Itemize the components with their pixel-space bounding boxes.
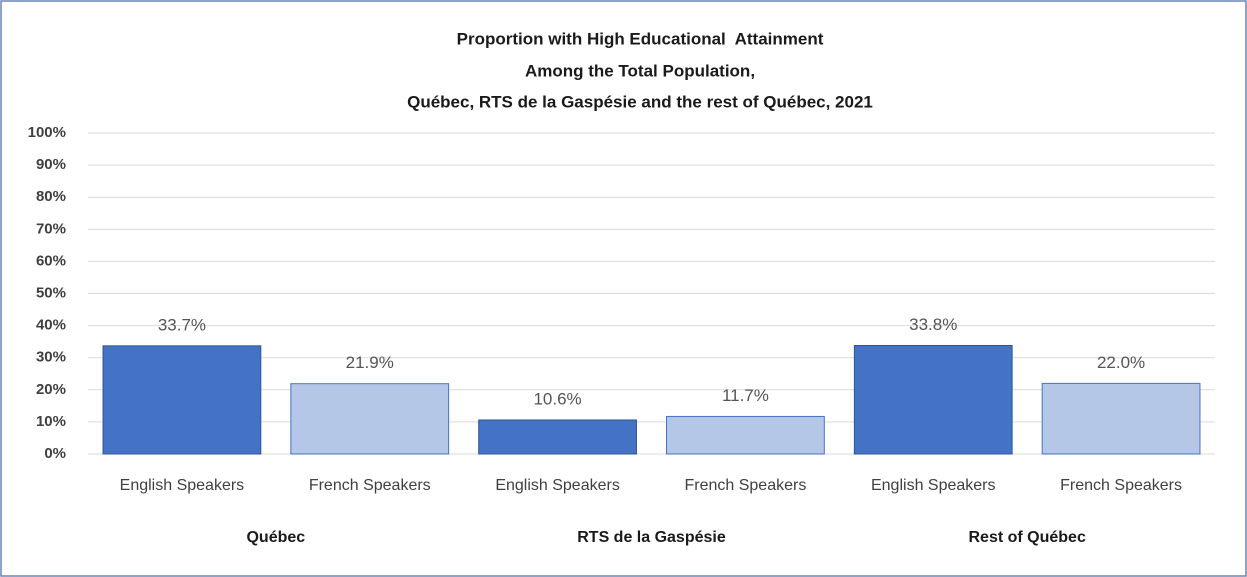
group-label: Québec bbox=[246, 529, 305, 546]
y-tick-label: 0% bbox=[44, 445, 66, 462]
chart-title: Among the Total Population, bbox=[525, 61, 755, 80]
chart-title: Proportion with High Educational Attainm… bbox=[457, 29, 824, 48]
y-tick-label: 50% bbox=[36, 284, 66, 301]
value-label: 11.7% bbox=[722, 386, 769, 405]
value-label: 22.0% bbox=[1097, 353, 1145, 372]
x-tick-label: English Speakers bbox=[495, 477, 620, 494]
value-label: 21.9% bbox=[346, 353, 394, 372]
y-tick-label: 10% bbox=[36, 413, 66, 430]
bar bbox=[666, 415, 825, 455]
bar bbox=[853, 345, 1013, 455]
y-tick-label: 30% bbox=[36, 349, 66, 366]
value-label: 33.7% bbox=[158, 315, 206, 334]
bar bbox=[1041, 382, 1201, 455]
x-tick-label: English Speakers bbox=[871, 477, 996, 494]
group-label: Rest of Québec bbox=[968, 529, 1085, 546]
x-tick-label: French Speakers bbox=[309, 477, 431, 494]
y-tick-label: 70% bbox=[36, 220, 66, 237]
value-label: 10.6% bbox=[533, 389, 581, 408]
group-label: RTS de la Gaspésie bbox=[577, 529, 726, 546]
y-tick-label: 100% bbox=[28, 124, 66, 141]
y-tick-label: 20% bbox=[36, 381, 66, 398]
chart-title: Québec, RTS de la Gaspésie and the rest … bbox=[407, 92, 873, 111]
bar bbox=[478, 419, 637, 455]
y-tick-label: 90% bbox=[36, 156, 66, 173]
bar bbox=[290, 383, 450, 455]
value-label: 33.8% bbox=[909, 315, 957, 334]
x-tick-label: English Speakers bbox=[120, 477, 245, 494]
y-tick-label: 60% bbox=[36, 252, 66, 269]
y-tick-label: 40% bbox=[36, 317, 66, 334]
y-tick-label: 80% bbox=[36, 188, 66, 205]
x-tick-label: French Speakers bbox=[1060, 477, 1182, 494]
x-tick-label: French Speakers bbox=[684, 477, 806, 494]
bar bbox=[102, 345, 262, 455]
